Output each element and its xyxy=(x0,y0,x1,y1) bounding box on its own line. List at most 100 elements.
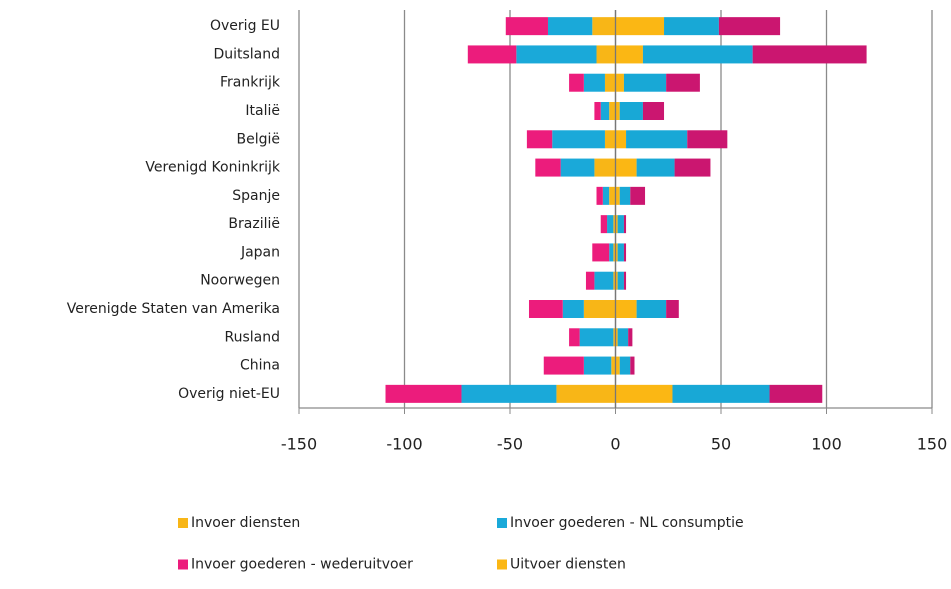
y-tick-label: Noorwegen xyxy=(200,273,280,289)
bar xyxy=(543,356,584,375)
bar xyxy=(604,130,616,149)
bar xyxy=(666,300,679,318)
bar xyxy=(636,300,667,318)
bar xyxy=(718,17,781,36)
legend-swatch xyxy=(178,559,188,570)
bar xyxy=(615,17,665,36)
y-tick-label: Overig niet-EU xyxy=(178,386,280,402)
y-tick-label: Overig EU xyxy=(210,18,280,34)
bar xyxy=(579,328,614,347)
legend-label: Invoer goederen - wederuitvoer xyxy=(191,557,413,573)
bar xyxy=(666,73,700,92)
bar xyxy=(619,356,631,375)
bar xyxy=(613,328,616,347)
bar xyxy=(687,130,728,149)
bar xyxy=(569,73,584,92)
y-tick-label: Frankrijk xyxy=(220,75,281,91)
x-tick-label: -150 xyxy=(281,435,317,454)
bar xyxy=(752,45,867,64)
bar xyxy=(461,384,557,403)
bar xyxy=(385,384,462,403)
bar xyxy=(615,186,620,205)
x-tick-label: 0 xyxy=(610,435,620,454)
bar xyxy=(609,102,616,120)
y-tick-label: Verenigd Koninkrijk xyxy=(145,160,280,176)
bar xyxy=(636,158,675,177)
bar xyxy=(623,271,627,290)
legend-swatch xyxy=(497,559,507,570)
bar xyxy=(594,158,616,177)
bar xyxy=(623,243,627,262)
y-tick-label: Rusland xyxy=(225,329,281,345)
bar xyxy=(674,158,711,177)
y-tick-label: Duitsland xyxy=(213,46,280,62)
bar xyxy=(617,271,624,290)
bar xyxy=(592,243,610,262)
bar xyxy=(609,186,616,205)
bar xyxy=(615,73,624,92)
bar xyxy=(619,186,631,205)
bar xyxy=(583,73,605,92)
bar xyxy=(615,215,618,234)
bar xyxy=(505,17,548,36)
bar xyxy=(615,130,627,149)
bar xyxy=(583,356,612,375)
bar xyxy=(562,300,584,318)
legend-label: Invoer goederen - NL consumptie xyxy=(510,515,744,531)
bar xyxy=(547,17,593,36)
bar xyxy=(602,186,610,205)
bar xyxy=(615,243,618,262)
bar xyxy=(583,300,616,318)
bar xyxy=(615,384,673,403)
y-tick-label: België xyxy=(237,131,281,147)
bar xyxy=(556,384,616,403)
x-tick-label: 100 xyxy=(811,435,842,454)
bar xyxy=(596,45,616,64)
bar xyxy=(617,215,624,234)
bar xyxy=(623,215,627,234)
bar xyxy=(615,102,620,120)
y-tick-label: Japan xyxy=(240,244,280,260)
bar xyxy=(604,73,616,92)
y-tick-label: Brazilië xyxy=(228,216,280,232)
bar xyxy=(611,356,616,375)
bar xyxy=(615,356,620,375)
x-tick-label: -100 xyxy=(386,435,422,454)
bar xyxy=(628,328,633,347)
x-tick-label: 50 xyxy=(711,435,731,454)
legend-label: Invoer diensten xyxy=(191,515,300,531)
y-tick-label: Verenigde Staten van Amerika xyxy=(67,301,280,317)
bar xyxy=(528,300,563,318)
bar xyxy=(613,271,616,290)
bar xyxy=(552,130,605,149)
y-tick-label: China xyxy=(240,358,280,374)
bar xyxy=(664,17,719,36)
bar xyxy=(615,45,643,64)
y-tick-label: Italië xyxy=(245,103,280,119)
bar xyxy=(615,328,618,347)
bar xyxy=(615,158,637,177)
bar xyxy=(516,45,597,64)
legend-swatch xyxy=(497,518,507,528)
bar xyxy=(615,300,637,318)
bar xyxy=(626,130,688,149)
bar xyxy=(594,102,601,120)
bar xyxy=(585,271,595,290)
bar xyxy=(467,45,517,64)
x-tick-label: -50 xyxy=(497,435,523,454)
bar xyxy=(569,328,580,347)
bar xyxy=(600,102,610,120)
bar xyxy=(607,215,614,234)
bar xyxy=(560,158,595,177)
y-tick-label: Spanje xyxy=(232,188,280,204)
bar xyxy=(615,271,618,290)
bar xyxy=(592,17,616,36)
bar xyxy=(609,243,614,262)
bar xyxy=(613,215,616,234)
bar xyxy=(617,328,629,347)
bar xyxy=(619,102,643,120)
bar xyxy=(617,243,624,262)
bar xyxy=(613,243,616,262)
bar xyxy=(642,102,665,120)
